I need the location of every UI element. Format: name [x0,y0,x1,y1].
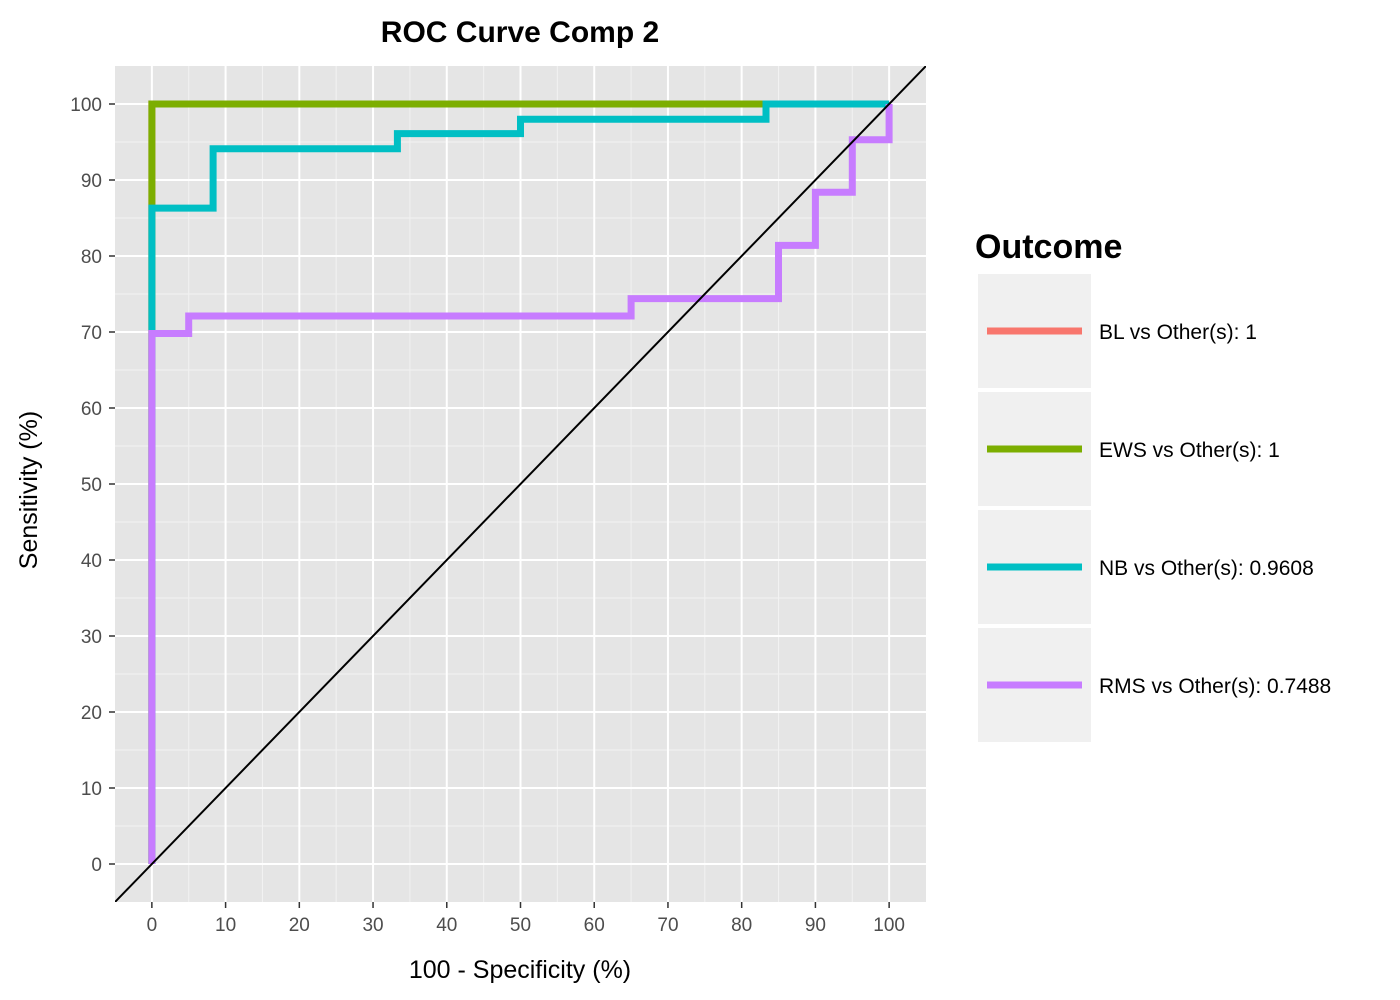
x-tick-label: 0 [147,915,158,936]
y-tick-label: 20 [81,703,102,724]
legend-title: Outcome [975,228,1122,266]
x-tick-label: 60 [584,915,605,936]
y-tick-label: 90 [81,171,102,192]
y-tick-label: 60 [81,399,102,420]
legend-label-3: RMS vs Other(s): 0.7488 [1099,675,1331,698]
y-tick-label: 100 [70,95,102,116]
y-tick-label: 80 [81,247,102,268]
y-tick-label: 70 [81,323,102,344]
x-axis-title: 100 - Specificity (%) [409,956,631,984]
legend: Outcome BL vs Other(s): 1 EWS vs Other(s)… [975,228,1331,742]
y-axis: 0 10 20 30 40 50 60 70 80 90 100 [70,95,115,876]
series-line-2 [148,100,890,864]
series-lines [148,100,893,864]
x-tick-label: 30 [362,915,383,936]
legend-label-1: EWS vs Other(s): 1 [1099,439,1280,462]
legend-items: BL vs Other(s): 1 EWS vs Other(s): 1 NB vs… [978,274,1331,742]
y-axis-title: Sensitivity (%) [15,411,43,569]
x-tick-label: 10 [215,915,236,936]
x-tick-label: 50 [510,915,531,936]
x-tick-label: 100 [873,915,905,936]
x-tick-label: 40 [436,915,457,936]
y-tick-label: 10 [81,779,102,800]
x-tick-label: 70 [657,915,678,936]
reference-line-group [115,66,926,902]
reference-line [115,66,926,902]
legend-label-0: BL vs Other(s): 1 [1099,321,1257,344]
legend-label-2: NB vs Other(s): 0.9608 [1099,557,1314,580]
x-tick-label: 90 [805,915,826,936]
x-tick-label: 20 [289,915,310,936]
y-tick-label: 40 [81,551,102,572]
x-axis: 0 10 20 30 40 50 60 70 80 90 100 [147,902,905,936]
series-line-3 [148,104,893,864]
chart-title: ROC Curve Comp 2 [381,16,659,49]
y-tick-label: 0 [91,855,102,876]
x-tick-label: 80 [731,915,752,936]
y-tick-label: 50 [81,475,102,496]
y-tick-label: 30 [81,627,102,648]
